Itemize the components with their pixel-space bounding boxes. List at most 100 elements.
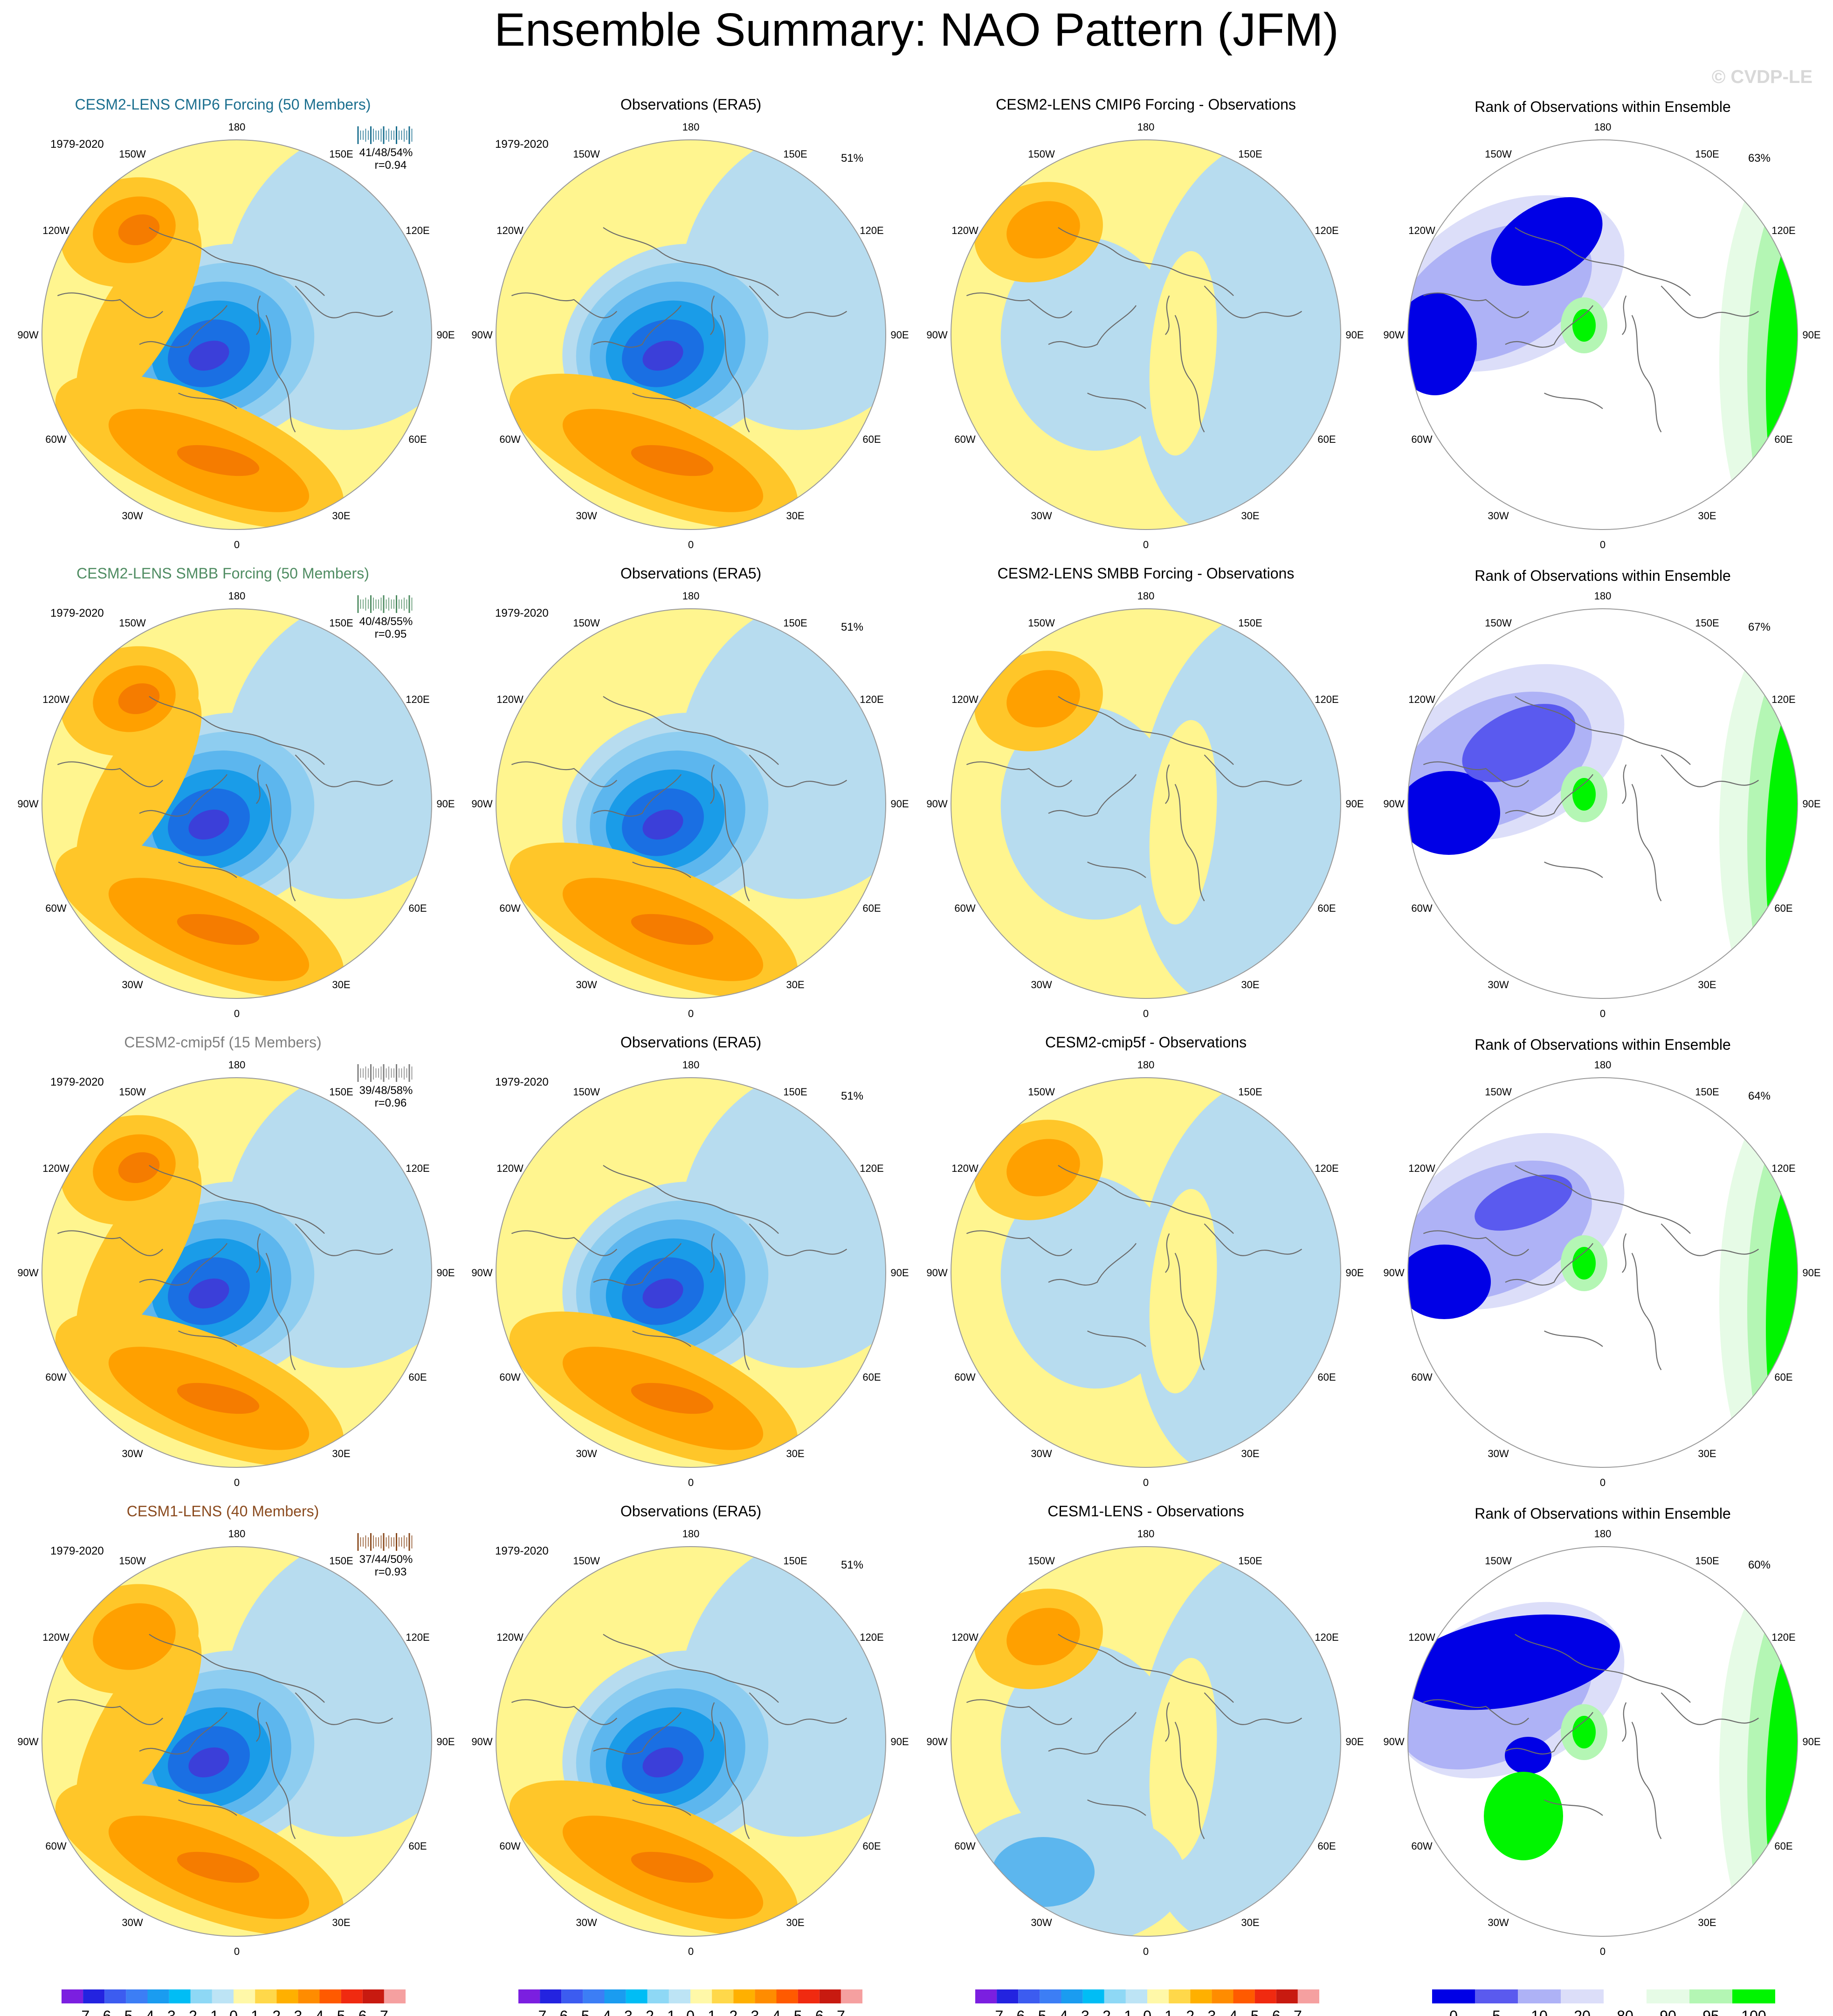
rank-pct: 60% xyxy=(1748,1559,1771,1571)
lon-label: 0 xyxy=(688,539,694,550)
period-label: 1979-2020 xyxy=(50,607,104,619)
hpa-colorbar: -7-6-5-4-3-2-101234567hPa xyxy=(62,1989,406,2016)
lon-label: 120E xyxy=(860,1631,883,1643)
coastline xyxy=(603,696,779,765)
colorbar-swatch xyxy=(1190,1989,1212,2003)
colorbar-tick-label: 3 xyxy=(1207,2008,1216,2016)
lon-label: 90E xyxy=(1802,329,1820,341)
pacific-high-peak xyxy=(118,1152,160,1183)
lon-label: 60E xyxy=(1317,433,1336,445)
lon-label: 90E xyxy=(890,329,909,341)
lon-label: 150W xyxy=(119,1555,146,1567)
colorbar-swatch xyxy=(234,1989,255,2003)
lon-label: 120W xyxy=(42,1163,69,1174)
lon-label: 90E xyxy=(890,1736,909,1748)
coastline xyxy=(1204,285,1302,318)
colorbar-swatch xyxy=(1212,1989,1233,2003)
coastline xyxy=(632,392,691,409)
coastline xyxy=(719,1252,750,1370)
lon-label: 150E xyxy=(329,148,353,160)
difference-panel-title: CESM2-LENS CMIP6 Forcing - Observations xyxy=(996,96,1296,113)
pattern-stats: 37/44/50% xyxy=(359,1553,413,1566)
lon-label: 120E xyxy=(406,1631,429,1643)
difference-panel-title: CESM2-cmip5f - Observations xyxy=(1045,1034,1247,1051)
figure-row: CESM2-LENS CMIP6 Forcing (50 Members) 197… xyxy=(17,96,1820,550)
colorbar-tick-label: -6 xyxy=(1012,2008,1025,2016)
lon-label: 120E xyxy=(1771,1163,1795,1174)
lon-label: 120E xyxy=(860,1163,883,1174)
coastline xyxy=(1423,761,1529,787)
coastline xyxy=(149,696,325,765)
coastline xyxy=(178,861,237,878)
lon-label: 30E xyxy=(1241,1917,1259,1928)
lon-label: 60W xyxy=(499,1840,520,1852)
lon-label: 120W xyxy=(1408,225,1435,236)
lon-label: 90E xyxy=(890,1267,909,1279)
contour-pos4 xyxy=(631,1383,714,1414)
coastline xyxy=(1087,392,1146,409)
lon-label: 30W xyxy=(122,979,143,991)
colorbar-swatch xyxy=(1297,1989,1319,2003)
rank-pct: 67% xyxy=(1748,621,1771,633)
lon-label: 60E xyxy=(408,433,427,445)
colorbar-tick-label: -3 xyxy=(619,2008,632,2016)
colorbar-tick-label: 80 xyxy=(1617,2008,1633,2016)
lon-label: 180 xyxy=(1594,1059,1612,1071)
difference-panel: CESM2-LENS CMIP6 Forcing - Observations 1… xyxy=(926,96,1364,550)
coastline xyxy=(1515,1165,1691,1234)
lon-label: 30E xyxy=(1241,1448,1259,1459)
coastline xyxy=(710,1233,715,1273)
colorbar-tick-label: -7 xyxy=(76,2008,90,2016)
colorbar-tick-label: -7 xyxy=(533,2008,546,2016)
lon-label: 60W xyxy=(954,433,975,445)
rank-pct: 63% xyxy=(1748,152,1771,165)
lon-label: 90W xyxy=(471,329,492,341)
colorbar-tick-label: 95 xyxy=(1702,2008,1719,2016)
colorbar-swatch xyxy=(319,1989,341,2003)
coastline xyxy=(149,1634,325,1703)
colorbar-swatch xyxy=(712,1989,734,2003)
lon-label: 180 xyxy=(682,1528,700,1540)
colorbar-tick-label: -4 xyxy=(1054,2008,1068,2016)
lon-label: 0 xyxy=(688,1008,694,1019)
pattern-correlation: r=0.94 xyxy=(375,159,407,172)
colorbar-swatch xyxy=(1604,1989,1647,2003)
lon-label: 150E xyxy=(783,617,807,629)
coastline xyxy=(710,1702,715,1742)
colorbar-swatch xyxy=(1518,1989,1561,2003)
lon-label: 150E xyxy=(1238,617,1262,629)
lon-label: 60W xyxy=(1411,433,1432,445)
coastline xyxy=(295,1692,393,1725)
rank-low-core xyxy=(1408,1614,1620,1710)
positive-diff-europe xyxy=(1149,720,1217,925)
coastline xyxy=(966,1699,1072,1725)
colorbar-swatch xyxy=(1082,1989,1104,2003)
lon-label: 150E xyxy=(1695,617,1719,629)
lon-label: 150W xyxy=(1485,1555,1512,1567)
colorbar-tick-label: 7 xyxy=(837,2008,845,2016)
colorbar-tick-label: 5 xyxy=(794,2008,802,2016)
rank-panel: Rank of Observations within Ensemble 67% 1… xyxy=(1383,567,1820,1019)
lon-label: 30E xyxy=(786,510,804,522)
lon-label: 120E xyxy=(406,225,429,236)
colorbar-tick-label: 0 xyxy=(1143,2008,1151,2016)
lon-label: 150W xyxy=(119,617,146,629)
lon-label: 120W xyxy=(951,1631,979,1643)
colorbar-swatch xyxy=(518,1989,540,2003)
lon-label: 120E xyxy=(406,1163,429,1174)
lon-label: 90W xyxy=(1383,329,1404,341)
colorbar-tick-label: 5 xyxy=(1492,2008,1501,2016)
lon-label: 30W xyxy=(576,1448,597,1459)
lon-label: 90W xyxy=(926,1267,947,1279)
map-boundary xyxy=(496,1546,886,1937)
lon-label: 30W xyxy=(122,1917,143,1928)
colorbar-swatch xyxy=(733,1989,755,2003)
lon-label: 120W xyxy=(496,1631,524,1643)
observations-panel-title: Observations (ERA5) xyxy=(620,565,761,582)
lon-label: 30E xyxy=(1698,1448,1716,1459)
lon-label: 150W xyxy=(573,1555,600,1567)
negative-diff-arctic xyxy=(1000,1644,1179,1858)
coastline xyxy=(593,774,682,817)
coastline xyxy=(1174,1721,1205,1839)
colorbar-swatch xyxy=(1018,1989,1040,2003)
